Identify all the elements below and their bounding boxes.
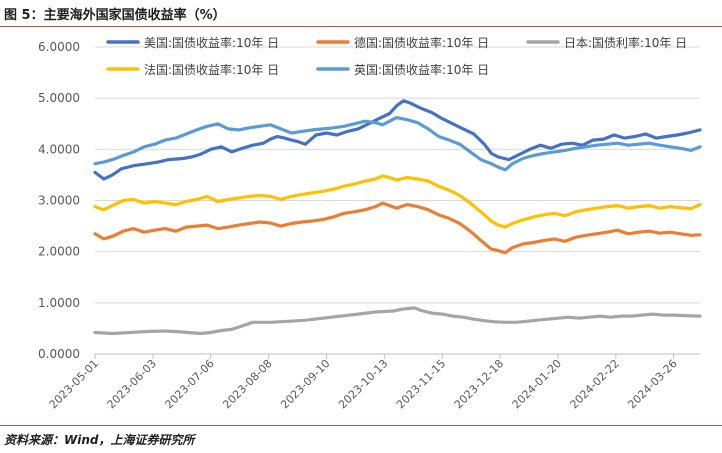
y-tick-label: 5.0000: [38, 91, 80, 105]
legend-label-0: 美国:国债收益率:10年 日: [144, 35, 279, 50]
series-line-2: [93, 306, 702, 336]
x-tick-label: 2024-03-26: [625, 357, 679, 411]
x-tick-label: 2023-12-18: [452, 357, 506, 411]
x-tick-label: 2023-06-03: [105, 357, 159, 411]
x-tick-label: 2023-09-10: [278, 357, 332, 411]
series-line-0: [93, 99, 702, 181]
legend-label-4: 英国:国债收益率:10年 日: [354, 62, 489, 77]
top-rule: [0, 26, 722, 27]
x-tick-label: 2024-01-20: [510, 357, 564, 411]
y-tick-label: 6.0000: [38, 40, 80, 54]
y-tick-label: 4.0000: [38, 142, 80, 156]
y-tick-label: 0.0000: [38, 347, 80, 361]
legend: 美国:国债收益率:10年 日 德国:国债收益率:10年 日 日本:国债利率:10年 …: [106, 35, 687, 77]
legend-label-3: 法国:国债收益率:10年 日: [144, 62, 279, 77]
series-line-1: [93, 201, 702, 255]
yield-chart: 0.0000 1.0000 2.0000 3.0000 4.0000 5.0000 6.00…: [38, 35, 702, 411]
legend-label-1: 德国:国债收益率:10年 日: [354, 35, 489, 50]
source-note: 资料来源：Wind，上海证券研究所: [4, 433, 195, 447]
y-tick-label: 3.0000: [38, 194, 80, 208]
y-tick-label: 1.0000: [38, 296, 80, 310]
y-axis-ticks: 0.0000 1.0000 2.0000 3.0000 4.0000 5.0000 6.00…: [38, 40, 80, 361]
series-line-4: [93, 116, 702, 172]
y-tick-label: 2.0000: [38, 245, 80, 259]
x-axis-ticks: 2023-05-01 2023-06-03 2023-07-06 2023-08-08…: [47, 354, 680, 411]
gridlines: [95, 46, 700, 355]
x-tick-label: 2024-02-22: [568, 357, 622, 411]
figure-title: 图 5：主要海外国家国债收益率（%）: [4, 8, 226, 23]
x-tick-label: 2023-08-08: [220, 357, 274, 411]
x-tick-label: 2023-11-15: [394, 357, 448, 411]
series-line-3: [93, 174, 702, 229]
series-lines: [93, 99, 702, 336]
x-tick-label: 2023-07-06: [162, 357, 216, 411]
x-tick-label: 2023-10-13: [336, 357, 390, 411]
bottom-rule: [0, 425, 722, 426]
legend-label-2: 日本:国债利率:10年 日: [564, 35, 687, 50]
x-tick-label: 2023-05-01: [47, 357, 101, 411]
